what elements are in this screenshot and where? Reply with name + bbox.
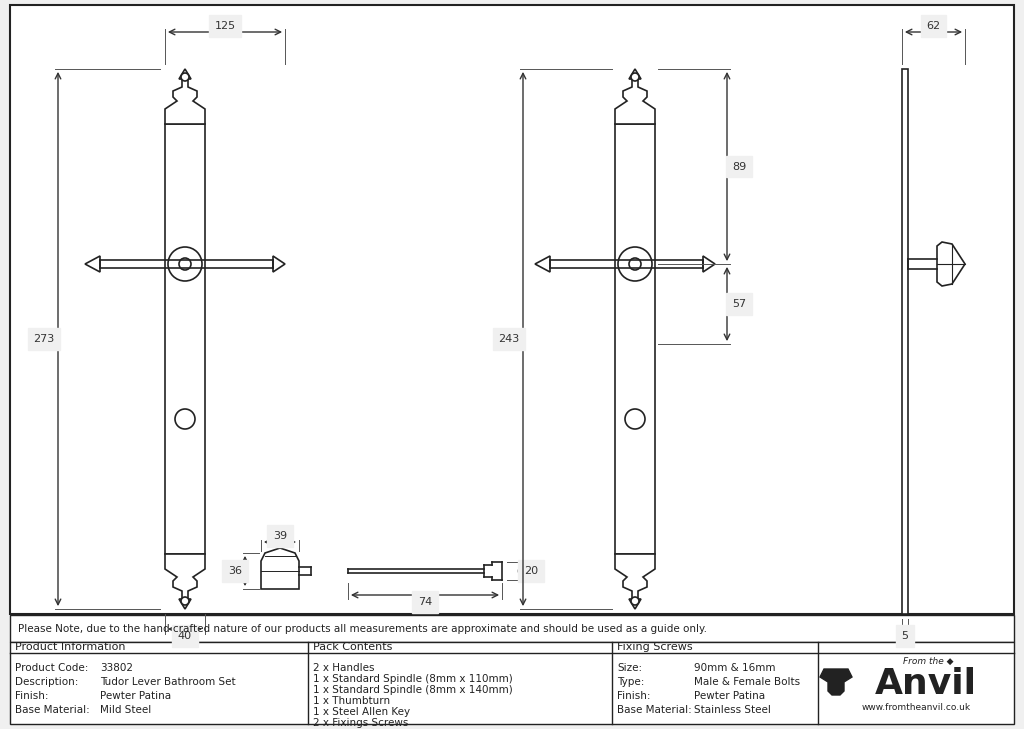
- Text: 273: 273: [34, 334, 54, 344]
- Polygon shape: [165, 69, 205, 124]
- Circle shape: [181, 597, 189, 605]
- Text: 33802: 33802: [100, 663, 133, 673]
- Text: 20: 20: [524, 566, 538, 576]
- Text: 40: 40: [178, 631, 193, 641]
- Text: Pewter Patina: Pewter Patina: [694, 691, 765, 701]
- Circle shape: [629, 258, 641, 270]
- Polygon shape: [703, 256, 715, 272]
- Text: Finish:: Finish:: [617, 691, 650, 701]
- Text: 39: 39: [273, 531, 287, 541]
- Text: Pewter Patina: Pewter Patina: [100, 691, 171, 701]
- Circle shape: [618, 247, 652, 281]
- Circle shape: [175, 409, 195, 429]
- Text: Mild Steel: Mild Steel: [100, 705, 152, 715]
- Text: 125: 125: [214, 21, 236, 31]
- Polygon shape: [615, 554, 655, 609]
- Text: From the ◆: From the ◆: [903, 657, 953, 666]
- Polygon shape: [273, 256, 285, 272]
- Text: Tudor Lever Bathroom Set: Tudor Lever Bathroom Set: [100, 677, 236, 687]
- Text: 1 x Steel Allen Key: 1 x Steel Allen Key: [313, 707, 411, 717]
- FancyBboxPatch shape: [10, 615, 1014, 642]
- Text: Anvil: Anvil: [874, 667, 977, 701]
- Polygon shape: [615, 69, 655, 124]
- Text: Male & Female Bolts: Male & Female Bolts: [694, 677, 800, 687]
- Text: www.fromtheanvil.co.uk: www.fromtheanvil.co.uk: [861, 703, 971, 712]
- Text: 62: 62: [927, 21, 941, 31]
- Text: 2 x Fixings Screws: 2 x Fixings Screws: [313, 718, 409, 728]
- Text: 1 x Standard Spindle (8mm x 140mm): 1 x Standard Spindle (8mm x 140mm): [313, 685, 513, 695]
- Polygon shape: [820, 669, 852, 695]
- Circle shape: [181, 73, 189, 81]
- Text: 1 x Thumbturn: 1 x Thumbturn: [313, 696, 390, 706]
- Text: Description:: Description:: [15, 677, 79, 687]
- Text: 243: 243: [499, 334, 519, 344]
- Text: Finish:: Finish:: [15, 691, 48, 701]
- Polygon shape: [937, 242, 965, 286]
- Text: Product Information: Product Information: [15, 642, 126, 652]
- Text: Stainless Steel: Stainless Steel: [694, 705, 771, 715]
- Circle shape: [631, 597, 639, 605]
- Polygon shape: [535, 256, 550, 272]
- Text: Base Material:: Base Material:: [15, 705, 90, 715]
- Text: 74: 74: [418, 597, 432, 607]
- Text: 1 x Standard Spindle (8mm x 110mm): 1 x Standard Spindle (8mm x 110mm): [313, 674, 513, 684]
- FancyBboxPatch shape: [902, 69, 908, 614]
- Text: 36: 36: [228, 566, 242, 576]
- FancyBboxPatch shape: [165, 124, 205, 554]
- Text: 2 x Handles: 2 x Handles: [313, 663, 375, 673]
- Text: Pack Contents: Pack Contents: [313, 642, 392, 652]
- Text: 89: 89: [732, 162, 746, 171]
- Text: Please Note, due to the hand crafted nature of our products all measurements are: Please Note, due to the hand crafted nat…: [18, 623, 707, 634]
- Text: Fixing Screws: Fixing Screws: [617, 642, 692, 652]
- Text: 57: 57: [732, 299, 746, 309]
- Text: Type:: Type:: [617, 677, 644, 687]
- Text: Size:: Size:: [617, 663, 642, 673]
- Polygon shape: [85, 256, 100, 272]
- Text: 5: 5: [901, 631, 908, 641]
- Polygon shape: [261, 548, 299, 589]
- FancyBboxPatch shape: [10, 5, 1014, 614]
- Circle shape: [625, 409, 645, 429]
- Circle shape: [168, 247, 202, 281]
- Circle shape: [631, 73, 639, 81]
- Text: Product Code:: Product Code:: [15, 663, 88, 673]
- Text: 90mm & 16mm: 90mm & 16mm: [694, 663, 775, 673]
- Polygon shape: [165, 554, 205, 609]
- Text: Base Material:: Base Material:: [617, 705, 692, 715]
- FancyBboxPatch shape: [10, 642, 1014, 724]
- Circle shape: [179, 258, 191, 270]
- FancyBboxPatch shape: [615, 124, 655, 554]
